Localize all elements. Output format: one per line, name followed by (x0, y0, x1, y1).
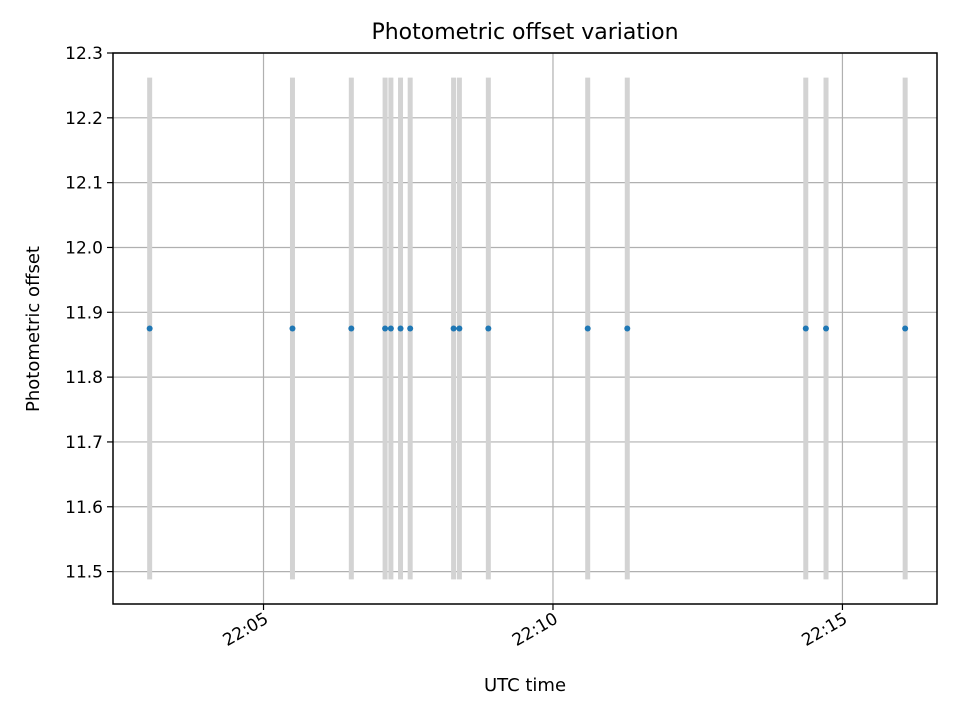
data-points (146, 325, 909, 332)
data-point (584, 325, 591, 332)
y-tick-label: 11.9 (65, 303, 103, 323)
grid (113, 52, 937, 604)
y-tick-label: 11.5 (65, 563, 103, 583)
data-point (382, 325, 389, 332)
chart-title: Photometric offset variation (371, 20, 678, 45)
data-point (146, 325, 153, 332)
y-tick-label: 11.6 (65, 498, 103, 518)
y-tick-label: 11.8 (65, 368, 103, 388)
x-axis-label: UTC time (484, 675, 566, 696)
data-point (397, 325, 404, 332)
data-point (407, 325, 414, 332)
data-point (485, 325, 492, 332)
data-point (624, 325, 631, 332)
data-point (456, 325, 463, 332)
plot-frame (112, 52, 938, 605)
data-point (823, 325, 830, 332)
data-point (348, 325, 355, 332)
y-tick-label: 11.7 (65, 433, 103, 453)
data-point (387, 325, 394, 332)
x-tick-label: 22:15 (799, 609, 851, 651)
data-point (289, 325, 296, 332)
y-tick-label: 12.0 (65, 238, 103, 258)
y-axis-label: Photometric offset (23, 246, 44, 412)
y-tick-label: 12.3 (65, 44, 103, 64)
y-tick-label: 12.1 (65, 174, 103, 194)
data-point (450, 325, 457, 332)
data-point (902, 325, 909, 332)
y-tick-label: 12.2 (65, 109, 103, 129)
data-point (802, 325, 809, 332)
x-tick-label: 22:10 (509, 609, 561, 651)
x-tick-label: 22:05 (220, 609, 272, 651)
